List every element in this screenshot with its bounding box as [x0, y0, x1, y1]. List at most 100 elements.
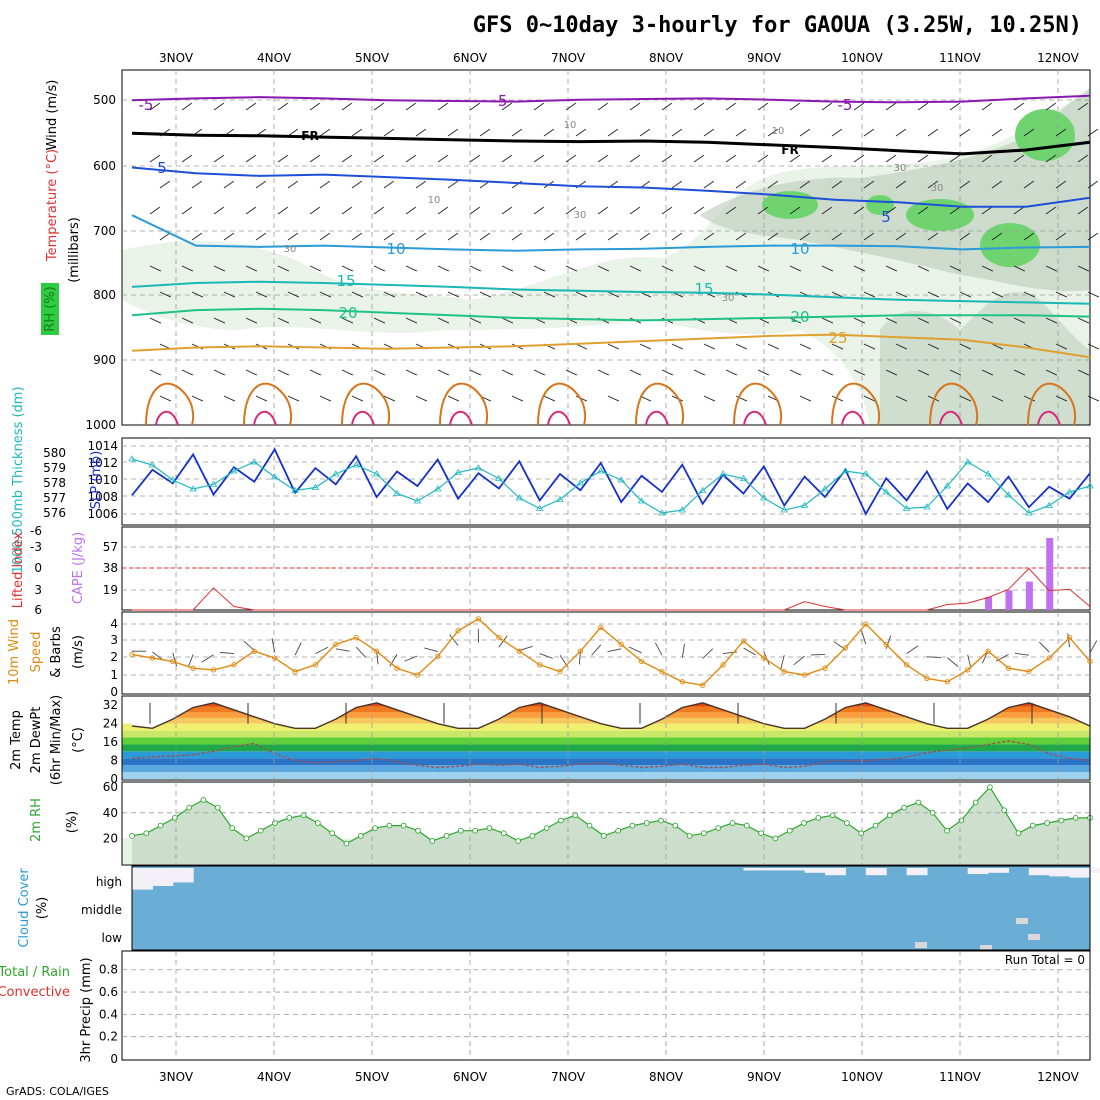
contour-label: 30 — [574, 210, 587, 221]
wind-barb — [821, 154, 833, 163]
wind-barb — [1087, 291, 1100, 298]
wind-barb — [927, 128, 939, 137]
wind-barb — [1077, 154, 1089, 163]
wind-barb — [959, 343, 972, 350]
precip-tick-label: 0.2 — [99, 1030, 118, 1044]
pressure-tick-label: 700 — [93, 224, 116, 238]
wind-barb — [287, 291, 300, 298]
wind10m-barb — [1014, 652, 1029, 656]
rh2m-point — [872, 822, 879, 829]
rh2m-point — [929, 809, 936, 816]
axis-label-2m-rh: 2m RH — [29, 798, 44, 842]
rh2m-point — [186, 804, 193, 811]
wind10m-speed-point — [272, 655, 278, 661]
wind-barb — [405, 369, 418, 376]
wind-barb — [309, 102, 321, 111]
wind-barb — [671, 180, 683, 189]
isotherm-loop-inner — [841, 410, 865, 426]
thickness-point — [923, 503, 931, 510]
wind10m-barb — [743, 647, 756, 656]
wind-barb — [725, 369, 738, 376]
pressure-tick-label: 800 — [93, 288, 116, 302]
rh2m-point — [1001, 807, 1008, 814]
wind-barb — [981, 102, 993, 111]
axis-label-millibars: (millibars) — [67, 217, 82, 283]
wind-barb — [501, 206, 513, 215]
wind-barb — [607, 291, 620, 298]
contour-label: -5 — [139, 96, 154, 114]
rh2m-point — [286, 815, 293, 821]
wind-barb — [245, 154, 257, 163]
wind10m-speed-point — [679, 679, 685, 685]
isotherm-loop — [243, 382, 293, 426]
wind-barb — [469, 317, 482, 324]
wind-barb — [629, 265, 642, 272]
rh2m-point — [801, 820, 807, 826]
wind10m-speed-point — [1046, 655, 1052, 661]
rh2m-point — [715, 825, 722, 831]
isotherm-line — [131, 166, 1091, 208]
wind-barb — [341, 154, 353, 163]
wind-barb — [223, 180, 235, 189]
wind-barb — [341, 102, 353, 111]
thickness-point — [311, 483, 320, 490]
date-tick-top: 5NOV — [355, 51, 390, 65]
wind10m-speed-point — [740, 638, 747, 644]
wind-barb — [917, 265, 930, 272]
wind10m-barb — [591, 644, 602, 656]
rh2m-point — [315, 820, 321, 826]
rh2m-point — [500, 830, 507, 837]
wind-barb — [437, 154, 449, 163]
wind10m-barb — [780, 655, 785, 669]
wind-barb — [255, 232, 267, 241]
wind10m-speed-point — [414, 672, 421, 678]
rh2m-point — [300, 812, 307, 819]
isotherm-loop — [439, 382, 489, 426]
wind10m-barb — [355, 646, 367, 658]
wind-barb — [213, 369, 226, 376]
rh-green-area — [980, 223, 1040, 267]
rh2m-point — [529, 832, 536, 839]
wind-barb — [1013, 369, 1026, 376]
wind-barb — [949, 102, 961, 111]
rh2m-point — [1072, 815, 1079, 821]
temp-color-band — [122, 751, 1090, 759]
wind-barb — [597, 265, 610, 272]
wind-barb — [181, 317, 194, 324]
wind10m-speed-point — [659, 668, 665, 675]
axis-label-cloud-unit: (%) — [35, 897, 50, 920]
wind-barb — [853, 206, 865, 215]
wind-barb — [277, 154, 289, 163]
wind-barb — [853, 317, 866, 324]
wind10m-barb — [335, 648, 350, 652]
wind10m-speed-point — [944, 679, 950, 685]
rh2m-point — [400, 822, 407, 829]
wind-barb — [789, 154, 801, 163]
wind-barb — [511, 395, 524, 402]
wind10m-barb — [201, 654, 214, 663]
wind-barb — [703, 180, 715, 189]
wind-barb — [1013, 206, 1025, 215]
isotherm-line — [131, 280, 1091, 305]
wind10m-speed-point — [618, 641, 624, 648]
thickness-point — [434, 485, 442, 492]
rh2m-point — [372, 825, 378, 831]
date-tick-bottom: 10NOV — [841, 1070, 883, 1084]
rh-shading-lower — [880, 291, 1090, 425]
wind10m-barb — [681, 643, 685, 658]
wind-barb — [991, 180, 1003, 189]
temp-warm-area — [132, 702, 1090, 707]
date-tick-bottom: 3NOV — [159, 1070, 194, 1084]
rh2m-point — [143, 830, 150, 837]
thickness-point — [270, 473, 279, 480]
wind-barb — [351, 180, 363, 189]
cloud-high-cell — [132, 868, 153, 890]
wind-barb — [799, 232, 811, 241]
rh2m-point — [1044, 820, 1050, 826]
thickness-point — [169, 476, 177, 483]
wind-barb — [981, 154, 993, 163]
wind10m-speed-point — [801, 672, 808, 678]
contour-label: 30 — [722, 293, 735, 304]
temperature-tick-label: 16 — [103, 735, 118, 749]
wind-barb — [1055, 232, 1067, 241]
